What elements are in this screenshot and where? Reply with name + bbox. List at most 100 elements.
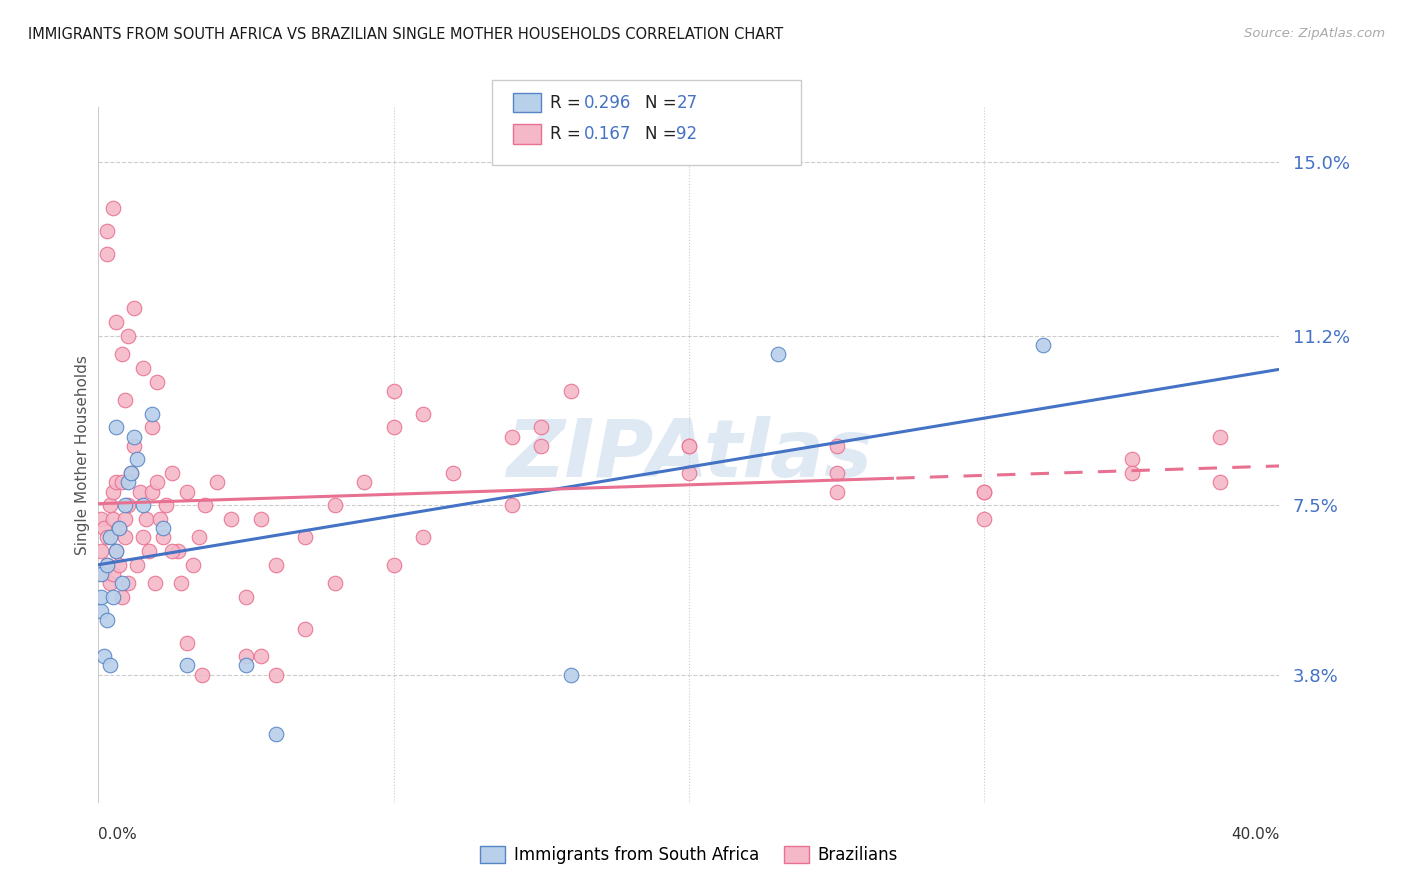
Point xyxy=(1209,475,1232,490)
Point xyxy=(382,420,405,434)
Point xyxy=(250,649,273,664)
Point xyxy=(125,558,148,572)
Point xyxy=(678,467,700,481)
Point xyxy=(149,512,172,526)
Point xyxy=(117,475,139,490)
Text: R =: R = xyxy=(550,125,586,143)
Point xyxy=(382,558,405,572)
Point xyxy=(501,429,523,443)
Point xyxy=(194,498,217,512)
Point xyxy=(114,512,136,526)
Point xyxy=(825,484,848,499)
Point xyxy=(138,544,160,558)
Point xyxy=(90,566,112,581)
Point xyxy=(560,667,582,681)
Point xyxy=(678,439,700,453)
Point xyxy=(1121,452,1143,467)
Point xyxy=(176,635,198,649)
Text: Source: ZipAtlas.com: Source: ZipAtlas.com xyxy=(1244,27,1385,40)
Point xyxy=(108,521,131,535)
Point xyxy=(162,544,183,558)
Point xyxy=(103,566,125,581)
Point xyxy=(530,420,553,434)
Point xyxy=(114,498,136,512)
Point xyxy=(98,658,121,673)
Point xyxy=(141,484,163,499)
Point xyxy=(152,530,174,544)
Point xyxy=(825,439,848,453)
Point xyxy=(111,590,134,604)
Point xyxy=(132,498,155,512)
Point xyxy=(117,329,139,343)
Legend: Immigrants from South Africa, Brazilians: Immigrants from South Africa, Brazilians xyxy=(474,839,904,871)
Point xyxy=(96,224,118,238)
Point xyxy=(264,727,287,741)
Point xyxy=(235,658,257,673)
Point xyxy=(93,566,115,581)
Point xyxy=(103,512,125,526)
Point xyxy=(90,544,112,558)
Point xyxy=(98,530,121,544)
Point xyxy=(141,407,163,421)
Point xyxy=(155,498,177,512)
Point xyxy=(98,498,121,512)
Point xyxy=(93,649,115,664)
Point xyxy=(973,512,995,526)
Text: 0.0%: 0.0% xyxy=(98,827,138,841)
Point xyxy=(125,452,148,467)
Point xyxy=(98,576,121,591)
Point xyxy=(412,530,434,544)
Point xyxy=(973,484,995,499)
Text: R =: R = xyxy=(550,94,586,112)
Point xyxy=(530,439,553,453)
Point xyxy=(111,347,134,361)
Point xyxy=(181,558,204,572)
Point xyxy=(141,420,163,434)
Point xyxy=(122,429,145,443)
Point xyxy=(1032,338,1054,352)
Point xyxy=(1121,467,1143,481)
Point xyxy=(108,521,131,535)
Point xyxy=(103,590,125,604)
Point xyxy=(90,590,112,604)
Text: 0.296: 0.296 xyxy=(583,94,631,112)
Point xyxy=(162,467,183,481)
Point xyxy=(143,576,166,591)
Point xyxy=(219,512,242,526)
Text: N =: N = xyxy=(645,125,682,143)
Point xyxy=(191,667,214,681)
Point xyxy=(122,301,145,316)
Point xyxy=(235,649,257,664)
Point xyxy=(111,475,134,490)
Point xyxy=(294,530,316,544)
Point xyxy=(146,475,169,490)
Point xyxy=(235,590,257,604)
Point xyxy=(766,347,789,361)
Point xyxy=(176,484,198,499)
Text: 40.0%: 40.0% xyxy=(1232,827,1279,841)
Point xyxy=(120,467,142,481)
Point xyxy=(264,667,287,681)
Point xyxy=(96,246,118,260)
Point xyxy=(105,315,128,329)
Point xyxy=(353,475,375,490)
Point xyxy=(825,467,848,481)
Point xyxy=(96,530,118,544)
Point xyxy=(122,439,145,453)
Point xyxy=(167,544,190,558)
Point xyxy=(152,521,174,535)
Point xyxy=(105,544,128,558)
Point xyxy=(501,498,523,512)
Point xyxy=(120,467,142,481)
Point xyxy=(205,475,228,490)
Point xyxy=(250,512,273,526)
Y-axis label: Single Mother Households: Single Mother Households xyxy=(75,355,90,555)
Point xyxy=(103,201,125,215)
Point xyxy=(132,530,155,544)
Point xyxy=(323,498,346,512)
Point xyxy=(146,375,169,389)
Point xyxy=(114,392,136,407)
Text: N =: N = xyxy=(645,94,682,112)
Text: 0.167: 0.167 xyxy=(583,125,631,143)
Point xyxy=(96,558,118,572)
